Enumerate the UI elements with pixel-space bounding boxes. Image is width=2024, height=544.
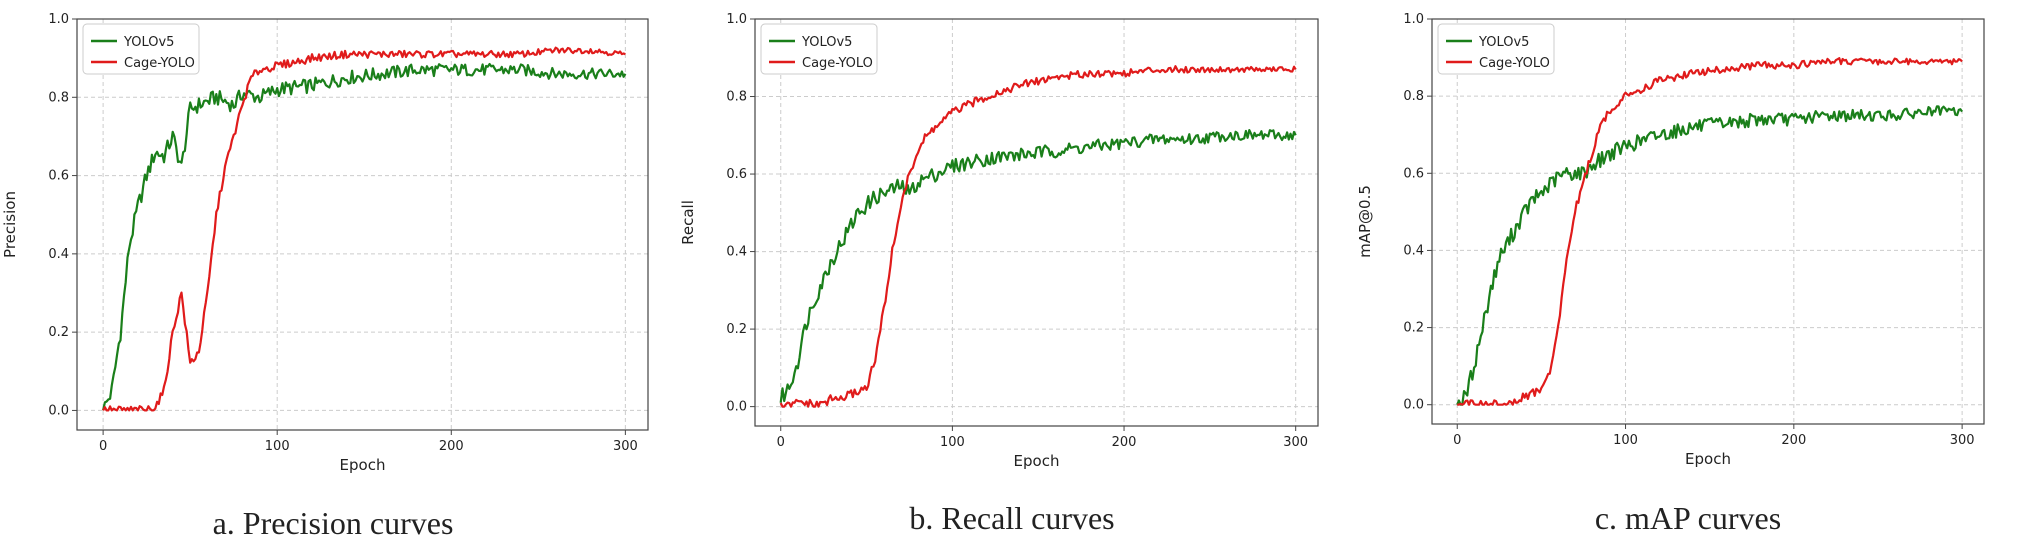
x-tick-label: 200 bbox=[1781, 433, 1806, 448]
recall-chart: 0 100 200 300 0.0 0.2 0.4 0.6 0.8 1.0 Epoch Recall Y… bbox=[679, 12, 1319, 470]
legend-label-yolov5: YOLOv5 bbox=[123, 35, 174, 50]
chart-panel-recall: 0 100 200 300 0.0 0.2 0.4 0.6 0.8 1.0 Epoch Recall Y… bbox=[675, 0, 1350, 544]
chart-panel-map: 0 100 200 300 0.0 0.2 0.4 0.6 0.8 1.0 Epoch mAP@0.5… bbox=[1350, 0, 2024, 544]
precision-caption: a. Precision curves bbox=[212, 505, 454, 541]
series-line-yolov5 bbox=[1456, 105, 1963, 406]
y-tick-label: 0.8 bbox=[48, 90, 69, 105]
legend-label-yolov5: YOLOv5 bbox=[801, 35, 852, 50]
y-axis-label: Precision bbox=[1, 191, 19, 258]
y-tick-label: 0.8 bbox=[1403, 89, 1424, 104]
series-line-yolov5 bbox=[102, 62, 627, 411]
y-tick-label: 0.0 bbox=[726, 400, 747, 415]
legend: YOLOv5 Cage-YOLO bbox=[1437, 23, 1555, 75]
x-axis-label: Epoch bbox=[340, 456, 386, 474]
x-tick-label: 0 bbox=[1453, 433, 1461, 448]
legend-label-cage-yolo: Cage-YOLO bbox=[802, 56, 873, 71]
y-tick-label: 1.0 bbox=[726, 12, 747, 27]
x-tick-label: 100 bbox=[1613, 433, 1638, 448]
y-tick-label: 0.8 bbox=[726, 90, 747, 105]
x-tick-label: 0 bbox=[777, 435, 785, 450]
x-tick-label: 300 bbox=[613, 439, 638, 454]
y-tick-label: 0.4 bbox=[48, 247, 69, 262]
x-tick-label: 300 bbox=[1950, 433, 1975, 448]
x-tick-label: 0 bbox=[99, 439, 107, 454]
y-tick-label: 1.0 bbox=[48, 12, 69, 27]
legend-label-yolov5: YOLOv5 bbox=[1478, 35, 1529, 50]
x-axis-label: Epoch bbox=[1685, 450, 1731, 468]
map-caption: c. mAP curves bbox=[1594, 500, 1782, 536]
plot-frame bbox=[76, 18, 649, 431]
y-tick-label: 0.2 bbox=[48, 325, 69, 340]
y-tick-label: 0.0 bbox=[1403, 398, 1424, 413]
y-tick-label: 0.2 bbox=[1403, 321, 1424, 336]
precision-chart: 0 100 200 300 0.0 0.2 0.4 0.6 0.8 1.0 Epoch Precisi… bbox=[1, 12, 649, 474]
y-tick-label: 0.0 bbox=[48, 403, 69, 418]
x-tick-label: 300 bbox=[1283, 435, 1308, 450]
y-tick-label: 0.6 bbox=[1403, 166, 1424, 181]
x-tick-label: 100 bbox=[265, 439, 290, 454]
y-tick-label: 0.4 bbox=[726, 245, 747, 260]
x-tick-label: 200 bbox=[1112, 435, 1137, 450]
x-tick-label: 200 bbox=[439, 439, 464, 454]
y-tick-label: 0.6 bbox=[726, 167, 747, 182]
legend-label-cage-yolo: Cage-YOLO bbox=[124, 56, 195, 71]
y-tick-label: 0.6 bbox=[48, 169, 69, 184]
plot-frame bbox=[754, 18, 1319, 427]
series-line-yolov5 bbox=[779, 129, 1297, 403]
y-tick-label: 1.0 bbox=[1403, 12, 1424, 27]
legend-label-cage-yolo: Cage-YOLO bbox=[1479, 56, 1550, 71]
series-line-cage-yolo bbox=[779, 65, 1297, 408]
series-line-cage-yolo bbox=[1457, 57, 1963, 406]
legend: YOLOv5 Cage-YOLO bbox=[760, 23, 878, 75]
plot-frame bbox=[1431, 18, 1985, 425]
y-axis-label: mAP@0.5 bbox=[1356, 185, 1374, 258]
y-axis-label: Recall bbox=[679, 200, 697, 245]
series-line-cage-yolo bbox=[102, 46, 626, 412]
recall-caption: b. Recall curves bbox=[909, 500, 1115, 536]
y-tick-label: 0.2 bbox=[726, 322, 747, 337]
x-tick-label: 100 bbox=[940, 435, 965, 450]
x-axis-label: Epoch bbox=[1014, 452, 1060, 470]
legend: YOLOv5 Cage-YOLO bbox=[82, 23, 200, 75]
map-chart: 0 100 200 300 0.0 0.2 0.4 0.6 0.8 1.0 Epoch mAP@0.5… bbox=[1356, 12, 1985, 468]
y-tick-label: 0.4 bbox=[1403, 243, 1424, 258]
chart-panel-precision: 0 100 200 300 0.0 0.2 0.4 0.6 0.8 1.0 Epoch Precisi… bbox=[0, 0, 675, 544]
